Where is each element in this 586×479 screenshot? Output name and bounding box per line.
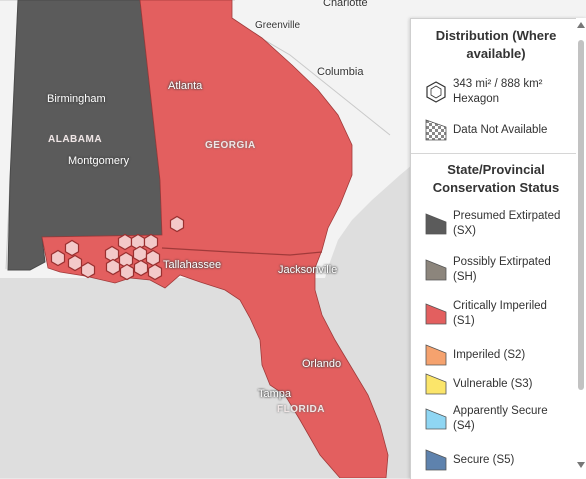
legend-item-hexagon: 343 mi² / 888 km² Hexagon bbox=[423, 77, 542, 107]
alabama-region[interactable] bbox=[7, 0, 163, 271]
distribution-hexagon[interactable] bbox=[64, 239, 80, 257]
distribution-hexagon[interactable] bbox=[132, 245, 148, 263]
legend-item-status: Possibly Extirpated (SH) bbox=[423, 255, 563, 285]
status-label: Vulnerable (S3) bbox=[453, 377, 533, 390]
distribution-hexagon[interactable] bbox=[143, 233, 159, 251]
status-label: Critically Imperiled (S1) bbox=[453, 300, 547, 327]
status-label: Presumed Extirpated (SX) bbox=[453, 210, 561, 237]
scroll-thumb[interactable] bbox=[578, 40, 584, 390]
status-label: Secure (S5) bbox=[453, 453, 515, 466]
status-label: Imperiled (S2) bbox=[453, 348, 526, 361]
status-label: Apparently Secure (S4) bbox=[453, 405, 548, 432]
distribution-hexagons[interactable] bbox=[50, 215, 185, 281]
legend-panel[interactable]: Distribution (Where available) 343 mi² /… bbox=[410, 18, 586, 479]
status-swatch-icon bbox=[425, 213, 447, 235]
land-area bbox=[0, 268, 44, 276]
hexagon-icon bbox=[426, 81, 446, 103]
legend-scrollbar[interactable] bbox=[576, 18, 586, 478]
checkered-pattern-icon bbox=[425, 119, 447, 141]
status-label: Possibly Extirpated (SH) bbox=[453, 256, 551, 283]
distribution-hexagon[interactable] bbox=[67, 254, 83, 272]
status-swatch-icon bbox=[425, 373, 447, 395]
georgia-florida-region[interactable] bbox=[41, 0, 389, 478]
legend-item-status: Critically Imperiled (S1) bbox=[423, 299, 563, 329]
legend-item-status: Presumed Extirpated (SX) bbox=[423, 209, 563, 239]
legend-divider bbox=[411, 153, 586, 154]
state-border bbox=[161, 247, 323, 256]
status-swatch-icon bbox=[425, 259, 447, 281]
distribution-hexagon[interactable] bbox=[104, 245, 120, 263]
legend-item-no-data: Data Not Available bbox=[423, 117, 547, 143]
legend-item-status: Vulnerable (S3) bbox=[423, 371, 563, 397]
distribution-title: Distribution (Where available) bbox=[435, 28, 557, 61]
status-swatch-icon bbox=[425, 408, 447, 430]
hexagon-size-label: 343 mi² / 888 km² bbox=[453, 78, 543, 90]
distribution-hexagon[interactable] bbox=[169, 215, 185, 233]
status-swatch-icon bbox=[425, 303, 447, 325]
distribution-hexagon[interactable] bbox=[119, 263, 135, 281]
scroll-up-arrow-icon[interactable] bbox=[577, 22, 585, 28]
distribution-hexagon[interactable] bbox=[133, 259, 149, 277]
status-title: State/Provincial Conservation Status bbox=[432, 162, 560, 195]
scroll-down-arrow-icon[interactable] bbox=[577, 462, 585, 468]
distribution-hexagon[interactable] bbox=[147, 263, 163, 281]
distribution-hexagon[interactable] bbox=[50, 249, 66, 267]
hexagon-label: Hexagon bbox=[453, 93, 500, 105]
status-swatch-icon bbox=[425, 344, 447, 366]
status-swatch-icon bbox=[425, 449, 447, 471]
legend-item-status: Apparently Secure (S4) bbox=[423, 404, 563, 434]
distribution-hexagon[interactable] bbox=[105, 258, 121, 276]
distribution-hexagon[interactable] bbox=[80, 261, 96, 279]
legend-item-status: Imperiled (S2) bbox=[423, 342, 563, 368]
no-data-label: Data Not Available bbox=[453, 123, 548, 136]
distribution-hexagon[interactable] bbox=[145, 249, 161, 267]
distribution-hexagon[interactable] bbox=[117, 233, 133, 251]
legend-item-status: Secure (S5) bbox=[423, 447, 563, 473]
